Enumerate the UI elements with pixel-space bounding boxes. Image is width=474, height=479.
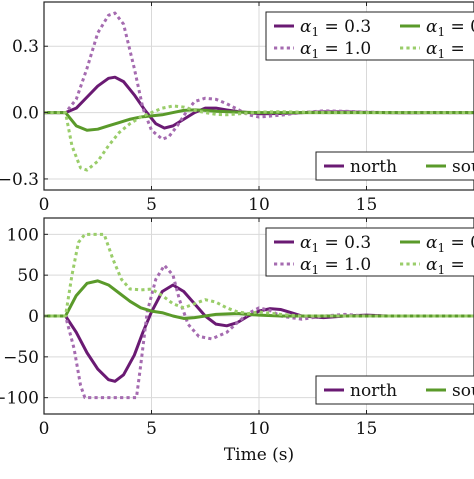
legend-value: = 0 bbox=[445, 17, 474, 37]
y-tick-label: 0 bbox=[28, 307, 39, 327]
legend-entry-label: α1 = 1.0 bbox=[300, 255, 371, 277]
legend-params: α1 = 0.3α1 = 0α1 = 1.0α1 = bbox=[265, 11, 474, 61]
series-line-4 bbox=[44, 232, 474, 318]
legend-subscript: 1 bbox=[311, 241, 319, 255]
legend-symbol: α bbox=[300, 17, 312, 37]
legend-symbol: α bbox=[426, 233, 438, 253]
legend-entry-label: α1 = 0.3 bbox=[300, 233, 371, 255]
legend-regions: north sou bbox=[315, 375, 474, 405]
series-line-3 bbox=[44, 108, 474, 132]
legend-entry-label: α1 = 0 bbox=[426, 233, 474, 255]
x-tick-label: 0 bbox=[39, 195, 50, 215]
legend-box bbox=[265, 227, 474, 277]
legend-subscript: 1 bbox=[311, 47, 319, 61]
x-tick-label: 15 bbox=[356, 195, 378, 215]
series-line-4 bbox=[44, 104, 474, 172]
x-tick-label: 10 bbox=[248, 195, 270, 215]
legend-symbol: α bbox=[426, 255, 438, 275]
legend-value: = 0 bbox=[445, 233, 474, 253]
legend-entry-label: sou bbox=[452, 381, 474, 401]
x-tick-label: 15 bbox=[356, 419, 378, 439]
legend-symbol: α bbox=[300, 233, 312, 253]
legend-entry-label: α1 = 1.0 bbox=[300, 39, 371, 61]
legend-value: = 0.3 bbox=[319, 233, 371, 253]
legend-symbol: α bbox=[300, 255, 312, 275]
legend-value: = bbox=[445, 255, 465, 275]
x-tick-label: 10 bbox=[248, 419, 270, 439]
legend-subscript: 1 bbox=[437, 263, 445, 277]
legend-entry-label: α1 = bbox=[426, 39, 465, 61]
legend-params: α1 = 0.3α1 = 0α1 = 1.0α1 = bbox=[265, 227, 474, 277]
series-line-2 bbox=[44, 11, 474, 141]
legend-value: = 1.0 bbox=[319, 39, 371, 59]
x-tick-label: 5 bbox=[146, 419, 157, 439]
legend-subscript: 1 bbox=[437, 47, 445, 61]
y-tick-label: 0.3 bbox=[12, 37, 39, 57]
y-tick-label: 100 bbox=[7, 225, 39, 245]
legend-symbol: α bbox=[300, 39, 312, 59]
legend-subscript: 1 bbox=[311, 25, 319, 39]
y-tick-label: −50 bbox=[3, 348, 39, 368]
legend-value: = bbox=[445, 39, 465, 59]
y-tick-label: 50 bbox=[17, 266, 39, 286]
legend-symbol: α bbox=[426, 39, 438, 59]
legend-regions: north sou bbox=[315, 151, 474, 181]
legend-subscript: 1 bbox=[437, 25, 445, 39]
legend-entry-label: α1 = 0 bbox=[426, 17, 474, 39]
legend-entry-label: α1 = bbox=[426, 255, 465, 277]
x-axis-label: Time (s) bbox=[224, 445, 294, 465]
legend-entry-label: α1 = 0.3 bbox=[300, 17, 371, 39]
legend-entry-label: sou bbox=[452, 157, 474, 177]
y-tick-label: −0.3 bbox=[0, 170, 39, 190]
legend-box bbox=[265, 11, 474, 61]
x-tick-label: 0 bbox=[39, 419, 50, 439]
legend-entry-label: north bbox=[350, 381, 397, 401]
legend-value: = 1.0 bbox=[319, 255, 371, 275]
legend-subscript: 1 bbox=[311, 263, 319, 277]
x-tick-label: 5 bbox=[146, 195, 157, 215]
legend-symbol: α bbox=[426, 17, 438, 37]
legend-entry-label: north bbox=[350, 157, 397, 177]
legend-value: = 0.3 bbox=[319, 17, 371, 37]
legend-subscript: 1 bbox=[437, 241, 445, 255]
y-tick-label: 0.0 bbox=[12, 104, 39, 124]
y-tick-label: −100 bbox=[0, 389, 39, 409]
